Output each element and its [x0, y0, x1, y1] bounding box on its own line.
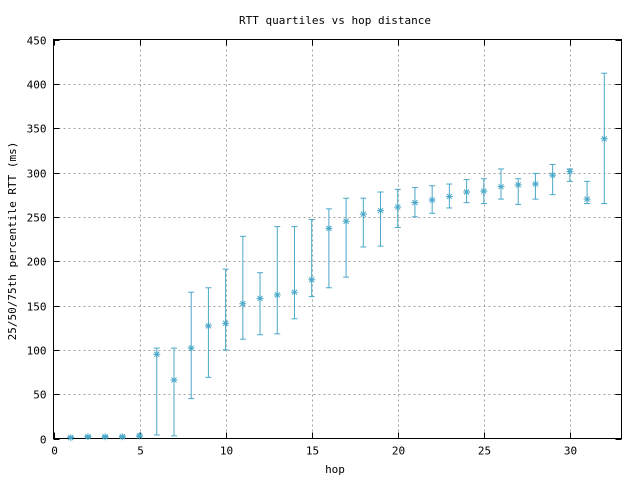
median-marker	[204, 322, 212, 330]
x-tick-label: 20	[392, 445, 405, 458]
data-point	[290, 226, 298, 320]
data-point	[187, 291, 195, 400]
data-point	[239, 235, 247, 340]
data-point	[514, 178, 522, 205]
data-point	[325, 208, 333, 289]
x-tick-label: 10	[220, 445, 233, 458]
median-marker	[394, 203, 402, 211]
median-marker	[67, 434, 75, 442]
data-point	[67, 434, 75, 442]
median-marker	[514, 181, 522, 189]
median-marker	[256, 294, 264, 302]
data-layer	[67, 72, 608, 442]
data-point	[170, 347, 178, 437]
data-point	[342, 197, 350, 278]
median-marker	[136, 432, 144, 440]
median-marker	[118, 433, 126, 441]
median-marker	[445, 192, 453, 200]
data-point	[549, 164, 557, 196]
data-point	[497, 168, 505, 200]
median-marker	[463, 188, 471, 196]
median-marker	[222, 319, 230, 327]
data-point	[583, 180, 591, 205]
data-point	[394, 188, 402, 228]
y-axis-label: 25/50/75th percentile RTT (ms)	[6, 142, 19, 341]
x-tick-label: 30	[564, 445, 577, 458]
median-marker	[600, 135, 608, 143]
axis-ticks	[53, 39, 622, 440]
data-point	[411, 187, 419, 218]
median-marker	[497, 183, 505, 191]
median-marker	[153, 350, 161, 358]
data-point	[153, 347, 161, 436]
median-marker	[187, 344, 195, 352]
median-marker	[377, 207, 385, 215]
data-point	[445, 183, 453, 209]
data-point	[256, 272, 264, 336]
data-point	[463, 179, 471, 204]
x-tick-label: 0	[51, 445, 58, 458]
y-tick-label: 200	[27, 256, 47, 269]
data-point	[428, 185, 436, 214]
median-marker	[273, 291, 281, 299]
data-point	[101, 433, 109, 441]
median-marker	[359, 210, 367, 218]
data-point	[84, 433, 92, 441]
data-point	[377, 191, 385, 247]
median-marker	[480, 187, 488, 195]
data-point	[136, 432, 144, 440]
median-marker	[101, 433, 109, 441]
median-marker	[84, 433, 92, 441]
x-tick-label: 15	[306, 445, 319, 458]
x-tick-label: 5	[137, 445, 144, 458]
y-tick-label: 450	[27, 35, 47, 48]
plot-frame	[53, 39, 622, 439]
data-point	[204, 287, 212, 378]
chart-title: RTT quartiles vs hop distance	[239, 14, 431, 27]
y-tick-label: 0	[40, 434, 47, 447]
grid-lines	[53, 39, 622, 439]
data-point	[531, 172, 539, 200]
median-marker	[342, 217, 350, 225]
y-tick-label: 50	[33, 389, 46, 402]
data-point	[359, 197, 367, 248]
data-point	[566, 168, 574, 182]
data-point	[308, 218, 316, 298]
median-marker	[411, 199, 419, 207]
y-tick-label: 150	[27, 301, 47, 314]
median-marker	[290, 288, 298, 296]
data-point	[222, 268, 230, 351]
y-tick-label: 300	[27, 168, 47, 181]
y-tick-label: 400	[27, 79, 47, 92]
median-marker	[531, 180, 539, 188]
y-tick-label: 350	[27, 123, 47, 136]
tick-labels: 0 50 100 150 200 250 300 350 400 450 0 5 10 15 20 25 30	[27, 35, 578, 458]
median-marker	[549, 171, 557, 179]
median-marker	[583, 195, 591, 203]
x-axis-label: hop	[325, 463, 345, 476]
median-marker	[239, 300, 247, 308]
data-point	[273, 226, 281, 335]
median-marker	[428, 196, 436, 204]
y-tick-label: 250	[27, 212, 47, 225]
y-tick-label: 100	[27, 345, 47, 358]
data-point	[118, 433, 126, 441]
data-point	[480, 178, 488, 205]
median-marker	[170, 376, 178, 384]
x-tick-label: 25	[478, 445, 491, 458]
median-marker	[325, 224, 333, 232]
median-marker	[566, 168, 574, 176]
data-point	[600, 72, 608, 205]
median-marker	[308, 276, 316, 284]
